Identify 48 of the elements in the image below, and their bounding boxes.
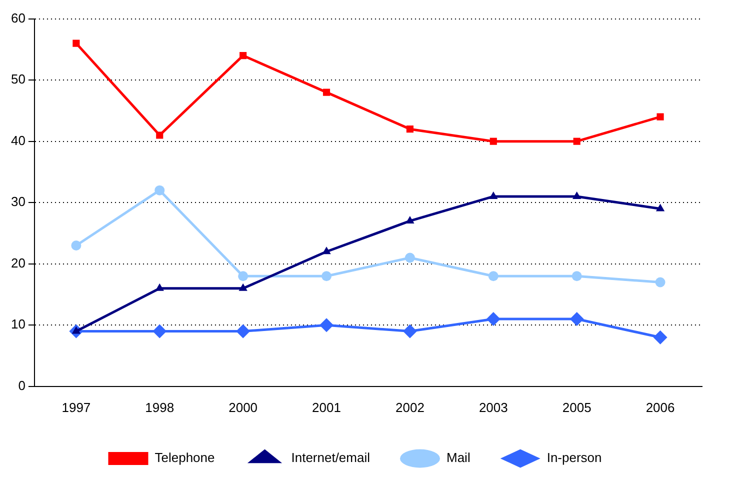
point [406, 126, 414, 133]
point [320, 318, 334, 332]
point [238, 271, 248, 282]
point [572, 271, 582, 282]
point [322, 88, 330, 96]
y-tick-label: 40 [10, 132, 26, 148]
point [238, 283, 248, 291]
point [488, 271, 498, 282]
y-tick-label: 50 [10, 72, 26, 87]
point [489, 191, 498, 199]
point [152, 324, 167, 338]
x-tick-label: 1997 [62, 400, 91, 415]
point [490, 138, 497, 145]
point [573, 138, 580, 145]
point [322, 271, 332, 282]
point [72, 40, 80, 47]
y-tick-label: 60 [10, 10, 26, 26]
x-tick-label: 2002 [395, 400, 424, 415]
point [71, 240, 82, 250]
y-tick-label: 10 [10, 316, 26, 332]
point [240, 52, 247, 60]
point [404, 252, 415, 263]
legend-label: Internet/email [291, 450, 370, 466]
x-tick-label: 2003 [478, 400, 508, 415]
point [154, 185, 165, 196]
legend-label: Telephone [154, 450, 215, 466]
legend-label: In-person [546, 450, 602, 466]
x-tick-label: 2000 [228, 400, 258, 415]
y-tick-label: 30 [10, 194, 26, 210]
x-tick-label: 2006 [646, 400, 675, 415]
point [402, 324, 417, 338]
legend-label: Mail [446, 450, 470, 466]
y-tick-label: 20 [10, 255, 26, 270]
point [406, 216, 414, 224]
point [156, 132, 164, 139]
point [570, 312, 584, 326]
x-tick-label: 1998 [145, 400, 174, 415]
point [656, 113, 664, 120]
point [322, 246, 331, 254]
x-tick-label: 2005 [562, 400, 592, 415]
y-tick-label: 0 [18, 378, 26, 393]
point [572, 191, 582, 199]
point [655, 277, 666, 288]
point [236, 324, 250, 338]
point [656, 204, 665, 212]
x-tick-label: 2001 [312, 400, 341, 415]
point [486, 312, 500, 326]
point [653, 330, 668, 344]
